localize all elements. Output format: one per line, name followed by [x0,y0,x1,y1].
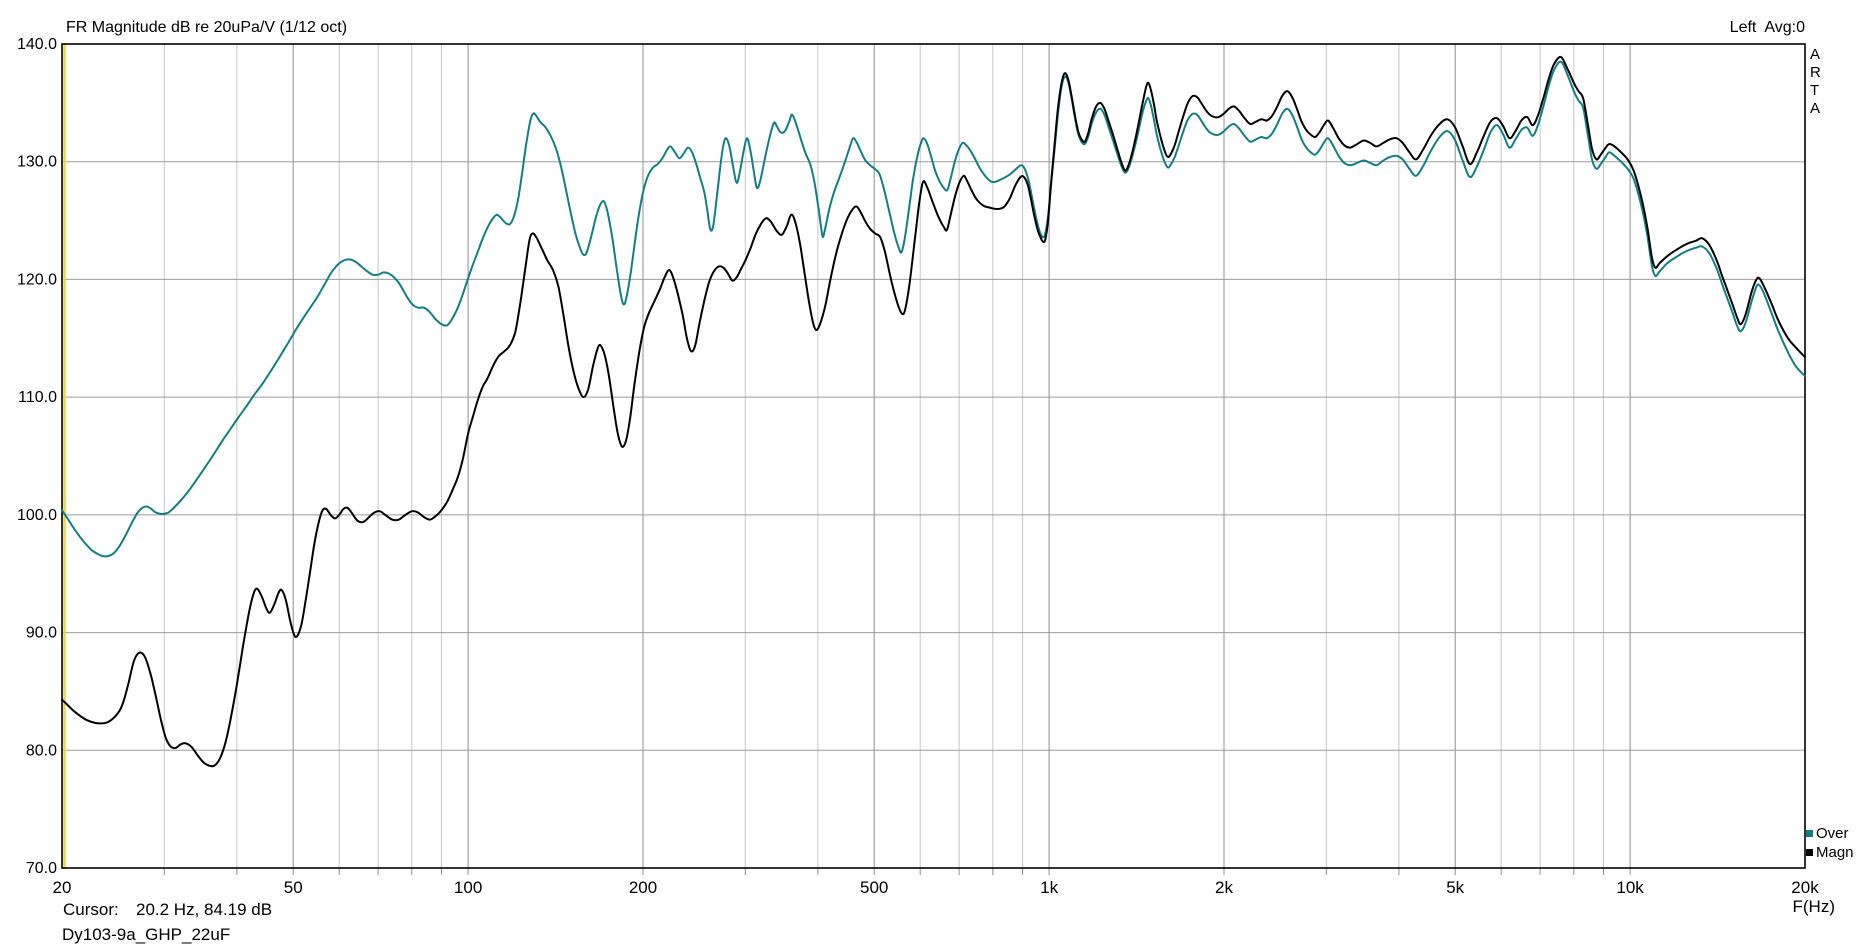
x-tick-label: 20k [1791,878,1819,897]
legend-item-over: Over [1806,824,1854,843]
y-axis-labels: 140.0 130.0 120.0 110.0 100.0 90.0 80.0 70.0 [17,36,57,877]
plot-frame [61,43,1806,869]
y-tick-label: 130.0 [17,154,57,171]
grid [62,44,1805,875]
x-tick-label: 2k [1215,878,1233,897]
arta-brand-label: ARTA [1810,46,1821,117]
over-curve [61,60,1806,558]
x-tick-label: 10k [1616,878,1644,897]
y-tick-label: 110.0 [18,389,57,406]
y-tick-label: 70.0 [26,860,57,877]
magn-series-swatch [1806,849,1813,856]
legend-label-magn: Magn [1816,844,1854,861]
x-tick-label: 50 [284,878,303,897]
over-series-swatch [1806,830,1813,837]
chart-title: FR Magnitude dB re 20uPa/V (1/12 oct) [66,19,348,36]
magn-curve [61,55,1806,768]
y-tick-label: 120.0 [17,271,57,288]
legend-item-magn: Magn [1806,843,1854,862]
legend-label-over: Over [1816,825,1849,842]
x-axis-unit-label: F(Hz) [1792,897,1835,916]
x-tick-label: 20 [53,878,72,897]
x-tick-label: 5k [1446,878,1464,897]
legend: Over Magn [1806,824,1854,862]
y-tick-label: 100.0 [17,507,57,524]
y-tick-label: 80.0 [26,742,57,759]
y-tick-label: 140.0 [17,36,57,53]
cursor-status-value: 20.2 Hz, 84.19 dB [136,900,273,919]
y-tick-label: 90.0 [26,625,57,642]
file-name-label: Dy103-9a_GHP_22uF [62,925,231,944]
x-tick-label: 500 [860,878,888,897]
x-tick-label: 100 [454,878,482,897]
x-tick-label: 1k [1040,878,1058,897]
x-axis-labels: 20 50 100 200 500 1k 2k 5k 10k 20k [53,878,1820,897]
channel-avg-info: Left Avg:0 [1729,19,1805,36]
cursor-status-label: Cursor: [63,900,119,919]
x-tick-label: 200 [629,878,657,897]
